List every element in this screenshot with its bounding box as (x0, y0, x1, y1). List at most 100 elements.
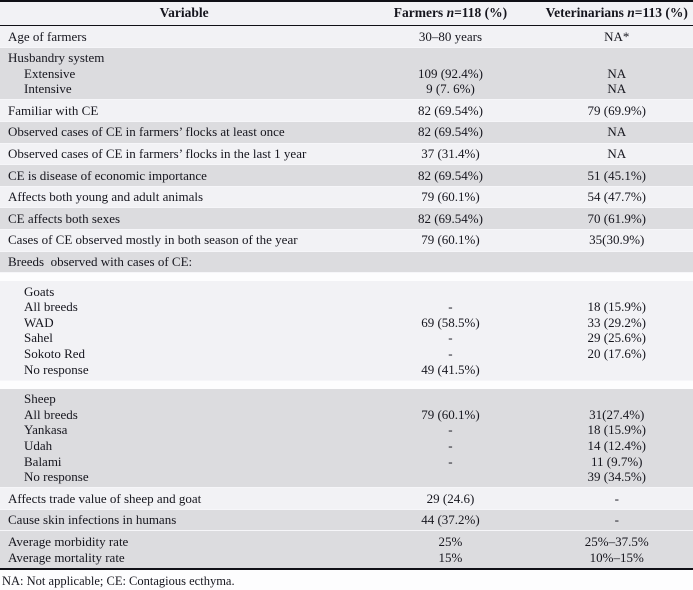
survey-table: Variable Farmers n=118 (%) Veterinarians… (0, 0, 693, 570)
farmers-cell: - (448, 422, 453, 438)
table-row: Average mortality rate 15% 10%–15% (0, 550, 693, 566)
veterinarians-cell: 51 (45.1%) (587, 167, 647, 183)
variable-cell: CE is disease of economic importance (8, 167, 207, 183)
farmers-cell: - (448, 453, 453, 469)
table-row: Udah - 14 (12.4%) (0, 438, 693, 454)
farmers-cell: 30–80 years (418, 28, 483, 44)
table-row: WAD 69 (58.5%) 33 (29.2%) (0, 315, 693, 331)
variable-cell: Sheep (24, 391, 56, 407)
table-row: Intensive 9 (7. 6%) NA (0, 81, 693, 97)
table-header: Variable Farmers n=118 (%) Veterinarians… (0, 2, 693, 26)
table-row: Sahel - 29 (25.6%) (0, 330, 693, 346)
table-row: Husbandry system (0, 50, 693, 66)
table-band: Age of farmers 30–80 years NA* (0, 26, 693, 48)
table-row: No response 39 (34.5%) (0, 469, 693, 485)
variable-cell: Average mortality rate (8, 549, 125, 565)
farmers-cell: 37 (31.4%) (421, 146, 480, 162)
table-band: Goats All breeds - 18 (15.9%) WAD 69 (58.5%) 3… (0, 281, 693, 381)
table-band: Cases of CE observed mostly in both seas… (0, 229, 693, 252)
variable-cell: Affects both young and adult animals (8, 189, 204, 205)
variable-cell: Breeds observed with cases of CE: (8, 254, 193, 270)
veterinarians-cell: NA* (604, 28, 630, 44)
italic-n: n (627, 5, 635, 20)
veterinarians-cell: 79 (69.9%) (587, 102, 647, 118)
table-row: Observed cases of CE in farmers’ flocks … (0, 146, 693, 162)
header-farmers: Farmers n=118 (%) (393, 5, 508, 20)
table-band: Cause skin infections in humans 44 (37.2%… (0, 509, 693, 532)
farmers-cell: 109 (92.4%) (417, 65, 483, 81)
table-row: Yankasa - 18 (15.9%) (0, 422, 693, 438)
variable-cell: Husbandry system (8, 50, 105, 66)
farmers-cell: - (448, 299, 453, 315)
veterinarians-cell: 25%–37.5% (584, 533, 649, 549)
farmers-cell: - (448, 437, 453, 453)
veterinarians-cell: 70 (61.9%) (587, 210, 647, 226)
veterinarians-cell: 33 (29.2%) (587, 314, 647, 330)
table-footnote: NA: Not applicable; CE: Contagious ecthy… (0, 569, 693, 589)
table-row: Extensive 109 (92.4%) NA (0, 66, 693, 82)
table-row: Familiar with CE 82 (69.54%) 79 (69.9%) (0, 103, 693, 119)
variable-cell: All breeds (24, 406, 78, 422)
veterinarians-cell: NA (607, 124, 627, 140)
table-row: Affects trade value of sheep and goat 29 … (0, 491, 693, 507)
variable-cell: Observed cases of CE in farmers’ flocks … (8, 124, 285, 140)
table-row: Sokoto Red - 20 (17.6%) (0, 346, 693, 362)
veterinarians-cell: - (614, 512, 619, 528)
variable-cell: No response (24, 361, 89, 377)
veterinarians-cell: 20 (17.6%) (587, 346, 647, 361)
italic-n: n (446, 5, 455, 20)
veterinarians-cell: 29 (25.6%) (587, 330, 647, 346)
table-row: No response 49 (41.5%) (0, 362, 693, 378)
variable-cell: WAD (24, 314, 54, 330)
variable-cell: Age of farmers (8, 28, 87, 44)
table-band: Observed cases of CE in farmers’ flocks … (0, 143, 693, 166)
veterinarians-cell: NA (607, 65, 627, 81)
farmers-cell: 82 (69.54%) (417, 102, 483, 118)
variable-cell: Cases of CE observed mostly in both seas… (8, 232, 298, 248)
variable-cell: Extensive (24, 65, 76, 81)
table-row: Age of farmers 30–80 years NA* (0, 29, 693, 45)
table-row: Observed cases of CE in farmers’ flocks … (0, 124, 693, 140)
veterinarians-cell: 39 (34.5%) (587, 469, 647, 485)
table-bands: Age of farmers 30–80 years NA* Husbandry sy… (0, 26, 693, 568)
table-row: Goats (0, 284, 693, 300)
veterinarians-cell: 11 (9.7%) (591, 453, 643, 469)
farmers-cell: 79 (60.1%) (421, 189, 480, 205)
veterinarians-cell: NA (607, 81, 627, 97)
table-row: Balami - 11 (9.7%) (0, 454, 693, 470)
table-band: Familiar with CE 82 (69.54%) 79 (69.9%) (0, 100, 693, 122)
table-row: CE affects both sexes 82 (69.54%) 70 (61.9… (0, 211, 693, 227)
variable-cell: Observed cases of CE in farmers’ flocks … (8, 146, 307, 162)
farmers-cell: 44 (37.2%) (421, 512, 480, 528)
variable-cell: Intensive (24, 81, 72, 97)
farmers-cell: - (448, 330, 453, 346)
header-veterinarians: Veterinarians n=113 (%) (545, 5, 688, 20)
farmers-cell: - (448, 346, 453, 361)
variable-cell: Goats (24, 283, 55, 299)
table-band: CE affects both sexes 82 (69.54%) 70 (61.9… (0, 208, 693, 230)
variable-cell: No response (24, 469, 89, 485)
table-band: Breeds observed with cases of CE: (0, 251, 693, 274)
variable-cell: All breeds (24, 299, 78, 315)
table-band: Average morbidity rate 25% 25%–37.5% Averag… (0, 531, 693, 568)
variable-cell: Cause skin infections in humans (8, 512, 177, 528)
veterinarians-cell: 54 (47.7%) (587, 189, 647, 205)
table-row: Sheep (0, 391, 693, 407)
table-row: All breeds 79 (60.1%) 31(27.4%) (0, 407, 693, 423)
header-variable: Variable (159, 5, 209, 20)
farmers-cell: 49 (41.5%) (421, 361, 480, 377)
variable-cell: Udah (24, 437, 53, 453)
variable-cell: Sokoto Red (24, 346, 86, 361)
table-row: CE is disease of economic importance 82 (… (0, 168, 693, 184)
table-band: Affects trade value of sheep and goat 29 … (0, 488, 693, 510)
variable-cell: Balami (24, 453, 62, 469)
veterinarians-cell: 10%–15% (589, 549, 644, 565)
farmers-cell: 69 (58.5%) (421, 314, 480, 330)
table-row: Average morbidity rate 25% 25%–37.5% (0, 534, 693, 550)
variable-cell: Average morbidity rate (8, 533, 129, 549)
variable-cell: Yankasa (24, 422, 68, 438)
veterinarians-cell: 14 (12.4%) (587, 437, 647, 453)
farmers-cell: 15% (438, 549, 463, 565)
veterinarians-cell: 31(27.4%) (589, 406, 645, 422)
